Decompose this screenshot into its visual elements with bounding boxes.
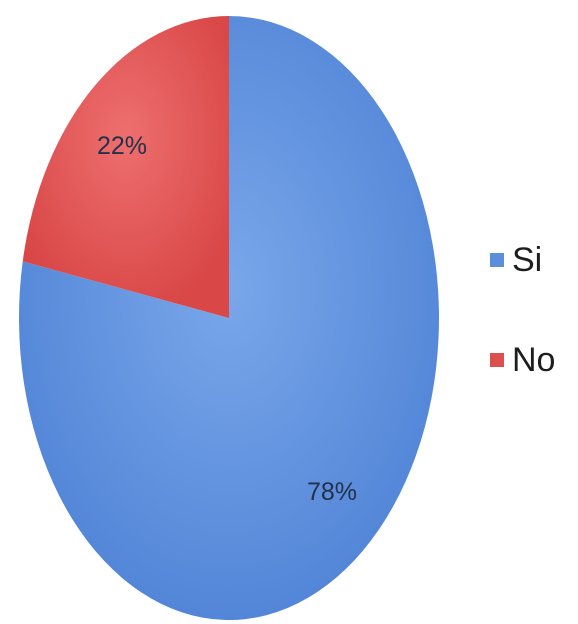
pie-label-si: 78% bbox=[307, 478, 357, 506]
legend-swatch-si bbox=[490, 253, 504, 267]
pie-label-no: 22% bbox=[97, 132, 147, 160]
legend: Si No bbox=[490, 240, 555, 440]
legend-item-si: Si bbox=[490, 240, 555, 280]
legend-label-no: No bbox=[512, 341, 555, 380]
legend-label-si: Si bbox=[512, 241, 542, 280]
legend-item-no: No bbox=[490, 340, 555, 380]
legend-swatch-no bbox=[490, 353, 504, 367]
